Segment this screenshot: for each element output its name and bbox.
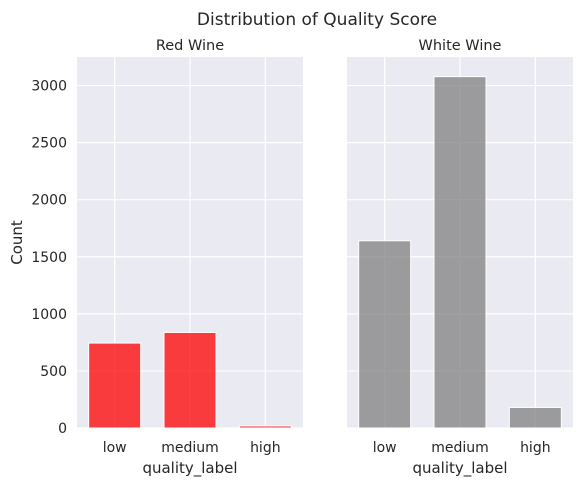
x-tick-label: medium [431,440,489,456]
subplots: low medium high 0 500 1000 1500 2000 2500 3000 Red… [8,38,573,478]
figure-title: Distribution of Quality Score [197,10,437,30]
x-tick-label: low [103,440,127,456]
y-tick-label: 1500 [31,250,67,266]
bar-high [508,406,562,429]
x-tick-label: high [520,440,551,456]
y-axis-label: Count [8,220,26,265]
bar-medium [433,76,487,429]
subplot-title: White Wine [419,38,502,54]
x-tick-label: medium [161,440,219,456]
bar-medium [163,331,217,429]
y-tick-label: 2000 [31,193,67,209]
x-axis-label: quality_label [142,459,237,478]
x-axis-label: quality_label [412,459,507,478]
x-tick-label: low [373,440,397,456]
y-tick-label: 1000 [31,307,67,323]
subplot-1: low medium high 0 500 1000 1500 2000 2500 3000 Red… [8,38,303,478]
x-tick-label: high [250,440,281,456]
bar-low [88,342,142,429]
subplot-title: Red Wine [156,38,224,54]
bar-high [238,425,292,429]
y-tick-label: 2500 [31,136,67,152]
y-tick-label: 0 [58,421,67,437]
subplot-2: low medium high White Wine quality_label [347,38,573,478]
bar-low [358,240,412,429]
y-tick-label: 3000 [31,79,67,95]
y-tick-label: 500 [40,364,67,380]
